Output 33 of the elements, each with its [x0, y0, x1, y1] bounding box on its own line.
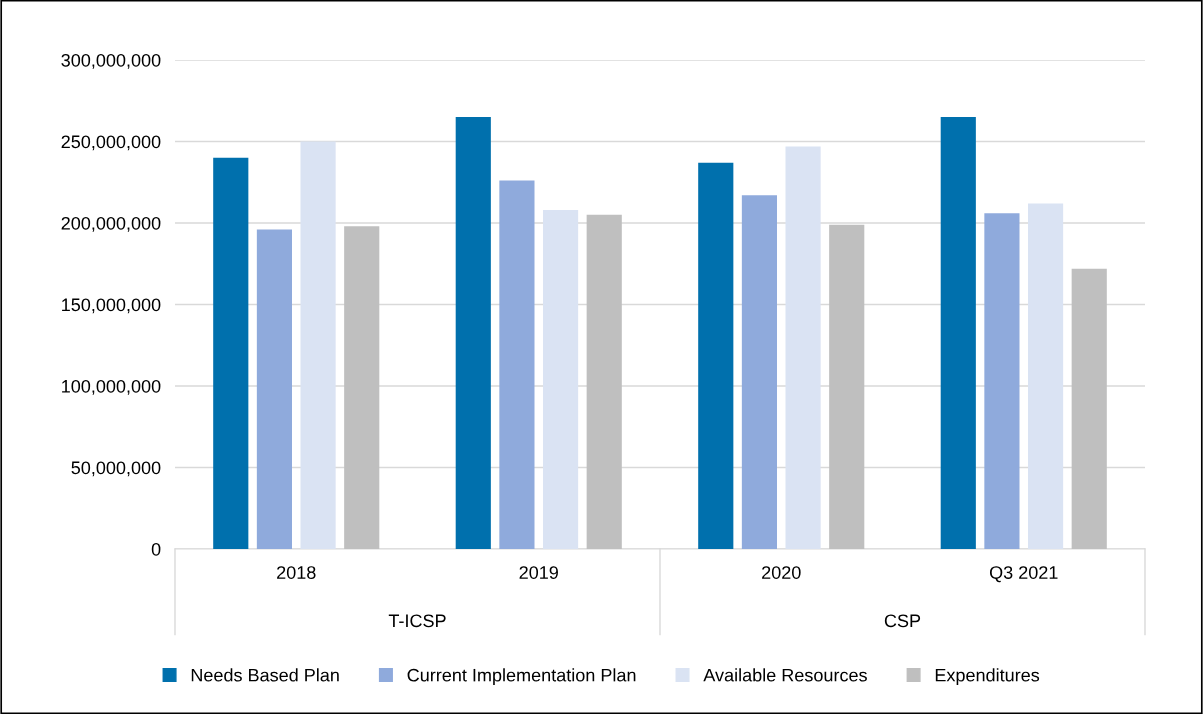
y-tick-label: 150,000,000 — [62, 298, 161, 314]
y-tick-label: 0 — [151, 542, 161, 556]
bar — [586, 214, 622, 549]
bar — [829, 224, 865, 549]
bar — [300, 141, 336, 549]
x-tick-label: 2018 — [277, 566, 316, 579]
bar — [542, 209, 579, 549]
text: CSP — [884, 614, 921, 628]
bar — [1027, 203, 1064, 549]
bar — [698, 162, 734, 549]
text: T-ICSP — [388, 614, 446, 628]
y-tick-label: 50,000,000 — [71, 461, 161, 477]
legend-label: Available Resources — [703, 668, 867, 682]
legend-label: Current Implementation Plan — [407, 668, 636, 686]
bar — [1071, 268, 1107, 549]
bar — [455, 117, 491, 549]
legend-label: Needs Based Plan — [191, 668, 339, 682]
bar — [741, 195, 778, 549]
bar — [499, 180, 535, 549]
y-tick-label: 200,000,000 — [61, 216, 161, 232]
bar — [344, 226, 380, 549]
legend-label: Expenditures — [935, 668, 1040, 686]
bar — [785, 146, 821, 549]
y-tick-label: 100,000,000 — [62, 379, 161, 395]
bar — [984, 213, 1020, 549]
bar — [213, 157, 249, 549]
y-tick-label: 250,000,000 — [61, 135, 161, 151]
x-tick-label: Q3 2021 — [989, 566, 1058, 583]
bar — [256, 229, 293, 549]
x-tick-label: 2020 — [762, 566, 801, 579]
bar — [940, 117, 976, 549]
x-tick-label: 2019 — [519, 566, 558, 579]
y-tick-label: 300,000,000 — [61, 53, 161, 69]
